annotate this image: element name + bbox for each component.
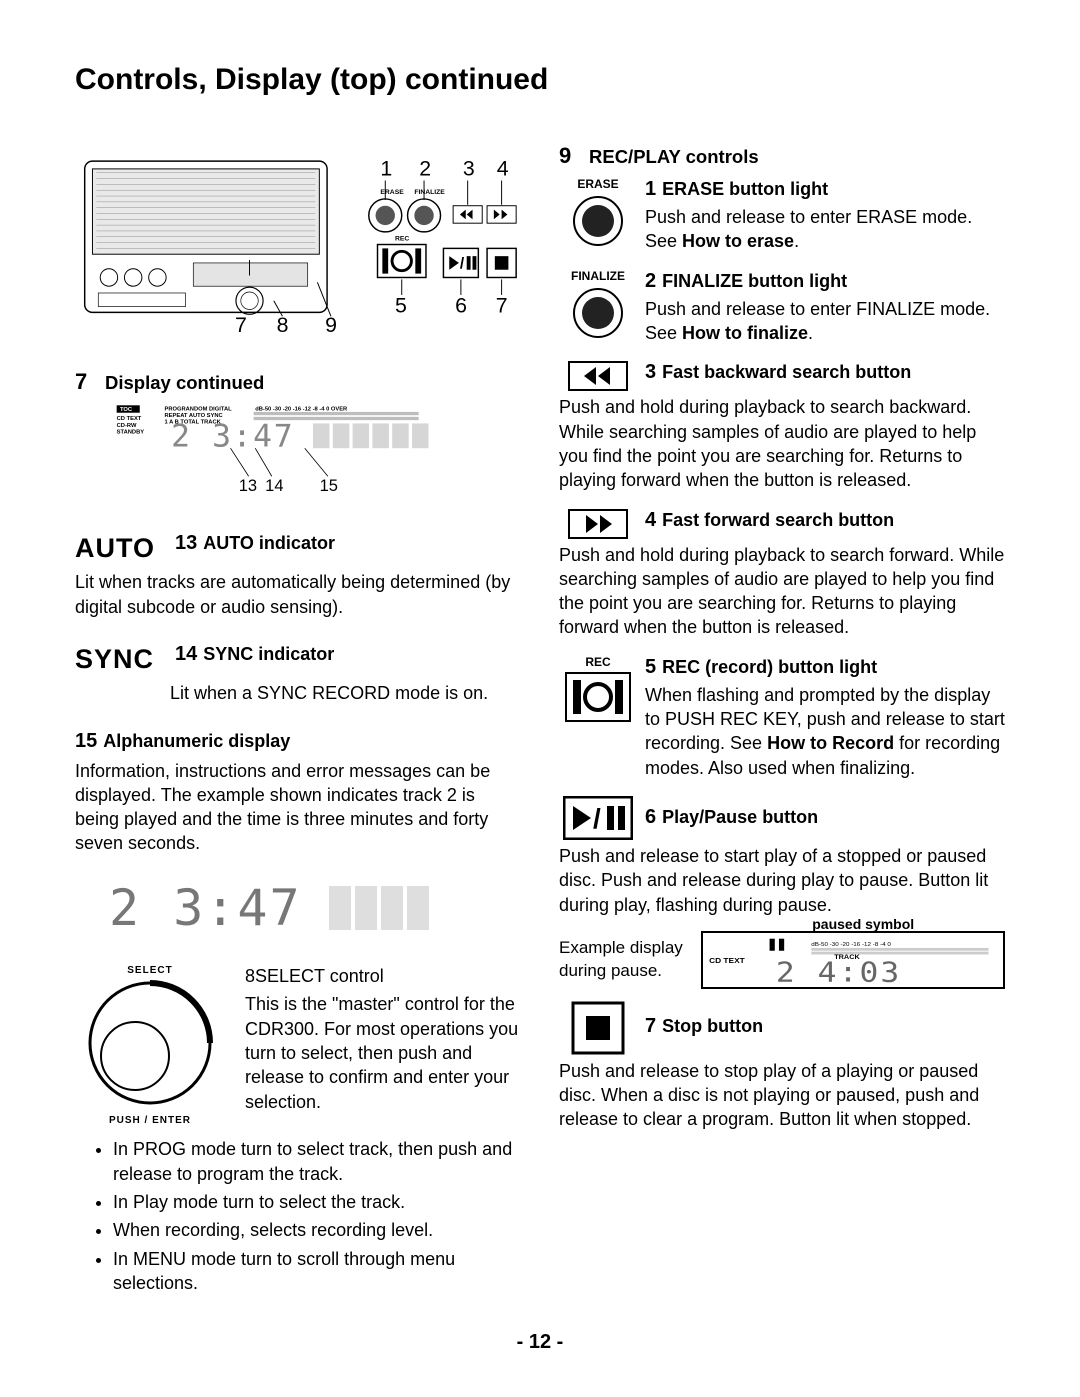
stop-icon	[571, 1001, 625, 1055]
sync-block: SYNC 14SYNC indicator Lit when a SYNC RE…	[75, 641, 521, 706]
svg-text:dB-50 -30 -20 -16: dB-50 -30 -20 -16 -12 -8 -4 0 OVER	[255, 407, 348, 413]
stop-block: 7Stop button Push and release to stop pl…	[559, 999, 1005, 1132]
svg-text:/: /	[460, 255, 465, 272]
rewind-icon	[568, 361, 628, 391]
finalize-button-icon	[571, 286, 625, 340]
right-column: 9REC/PLAY controls ERASE 1ERASE button l…	[559, 119, 1005, 1300]
sec7-head: 7Display continued	[75, 367, 521, 397]
playpause-icon: /	[563, 796, 633, 840]
svg-text:CD-RW: CD-RW	[117, 423, 137, 429]
svg-text:CD TEXT: CD TEXT	[117, 417, 142, 423]
fastback-block: 3Fast backward search button Push and ho…	[559, 359, 1005, 492]
auto-block: AUTO 13AUTO indicator Lit when tracks ar…	[75, 530, 521, 619]
page-title: Controls, Display (top) continued	[75, 60, 1005, 101]
select-bullets: In PROG mode turn to select track, then …	[113, 1137, 521, 1295]
svg-text:TOC: TOC	[120, 408, 132, 414]
svg-text:PROGRANDOM DIGITAL: PROGRANDOM DIGITAL	[165, 407, 233, 413]
callout-1: 1	[380, 156, 392, 180]
display-detail: PROGRANDOM DIGITAL REPEAT AUTO SYNC 1 A …	[115, 402, 445, 501]
svg-text:/: /	[593, 803, 601, 834]
select-block: SELECT PUSH / ENTER 8SELECT control This…	[75, 964, 521, 1127]
svg-text:STANDBY: STANDBY	[117, 430, 145, 436]
alpha-display-example: 2 3:47	[109, 880, 449, 936]
rec-block: REC 5REC (record) button light When flas…	[559, 654, 1005, 780]
svg-text:ERASE: ERASE	[380, 189, 404, 196]
sec9-head: 9REC/PLAY controls	[559, 141, 1005, 171]
callout-3: 3	[463, 156, 475, 180]
svg-text:2 3:47: 2 3:47	[171, 419, 294, 455]
svg-text:7: 7	[496, 293, 508, 317]
svg-text:9: 9	[325, 312, 337, 336]
svg-text:FINALIZE: FINALIZE	[414, 189, 445, 196]
svg-text:dB-50 -30 -20 -16 -12: dB-50 -30 -20 -16 -12 -8 -4 0	[811, 942, 891, 948]
svg-text:14: 14	[265, 478, 283, 496]
fastfwd-icon	[568, 509, 628, 539]
svg-text:REC: REC	[395, 235, 409, 242]
svg-text:8: 8	[277, 312, 289, 336]
pause-example: Example display during pause. paused sym…	[559, 931, 1005, 989]
rec-icon	[565, 672, 631, 722]
alpha-block: 15Alphanumeric display Information, inst…	[75, 728, 521, 856]
svg-text:5: 5	[395, 293, 407, 317]
svg-text:CD TEXT: CD TEXT	[709, 956, 745, 964]
left-column: ERASE FINALIZE REC /	[75, 119, 521, 1300]
playpause-block: / 6Play/Pause button Push and release to…	[559, 794, 1005, 917]
select-dial-icon	[85, 978, 215, 1108]
callout-4: 4	[497, 156, 509, 180]
page-number: - 12 -	[75, 1329, 1005, 1356]
svg-text:2 4:03: 2 4:03	[776, 956, 902, 985]
svg-text:13: 13	[239, 478, 257, 496]
erase-button-icon	[571, 194, 625, 248]
finalize-block: FINALIZE 2FINALIZE button light Push and…	[559, 268, 1005, 346]
erase-block: ERASE 1ERASE button light Push and relea…	[559, 176, 1005, 254]
svg-text:6: 6	[455, 293, 467, 317]
svg-text:7: 7	[235, 312, 247, 336]
device-diagram: ERASE FINALIZE REC /	[75, 119, 521, 339]
callout-2: 2	[419, 156, 431, 180]
svg-text:2 3:47: 2 3:47	[109, 880, 302, 936]
svg-text:15: 15	[320, 478, 338, 496]
fastfwd-block: 4Fast forward search button Push and hol…	[559, 507, 1005, 640]
